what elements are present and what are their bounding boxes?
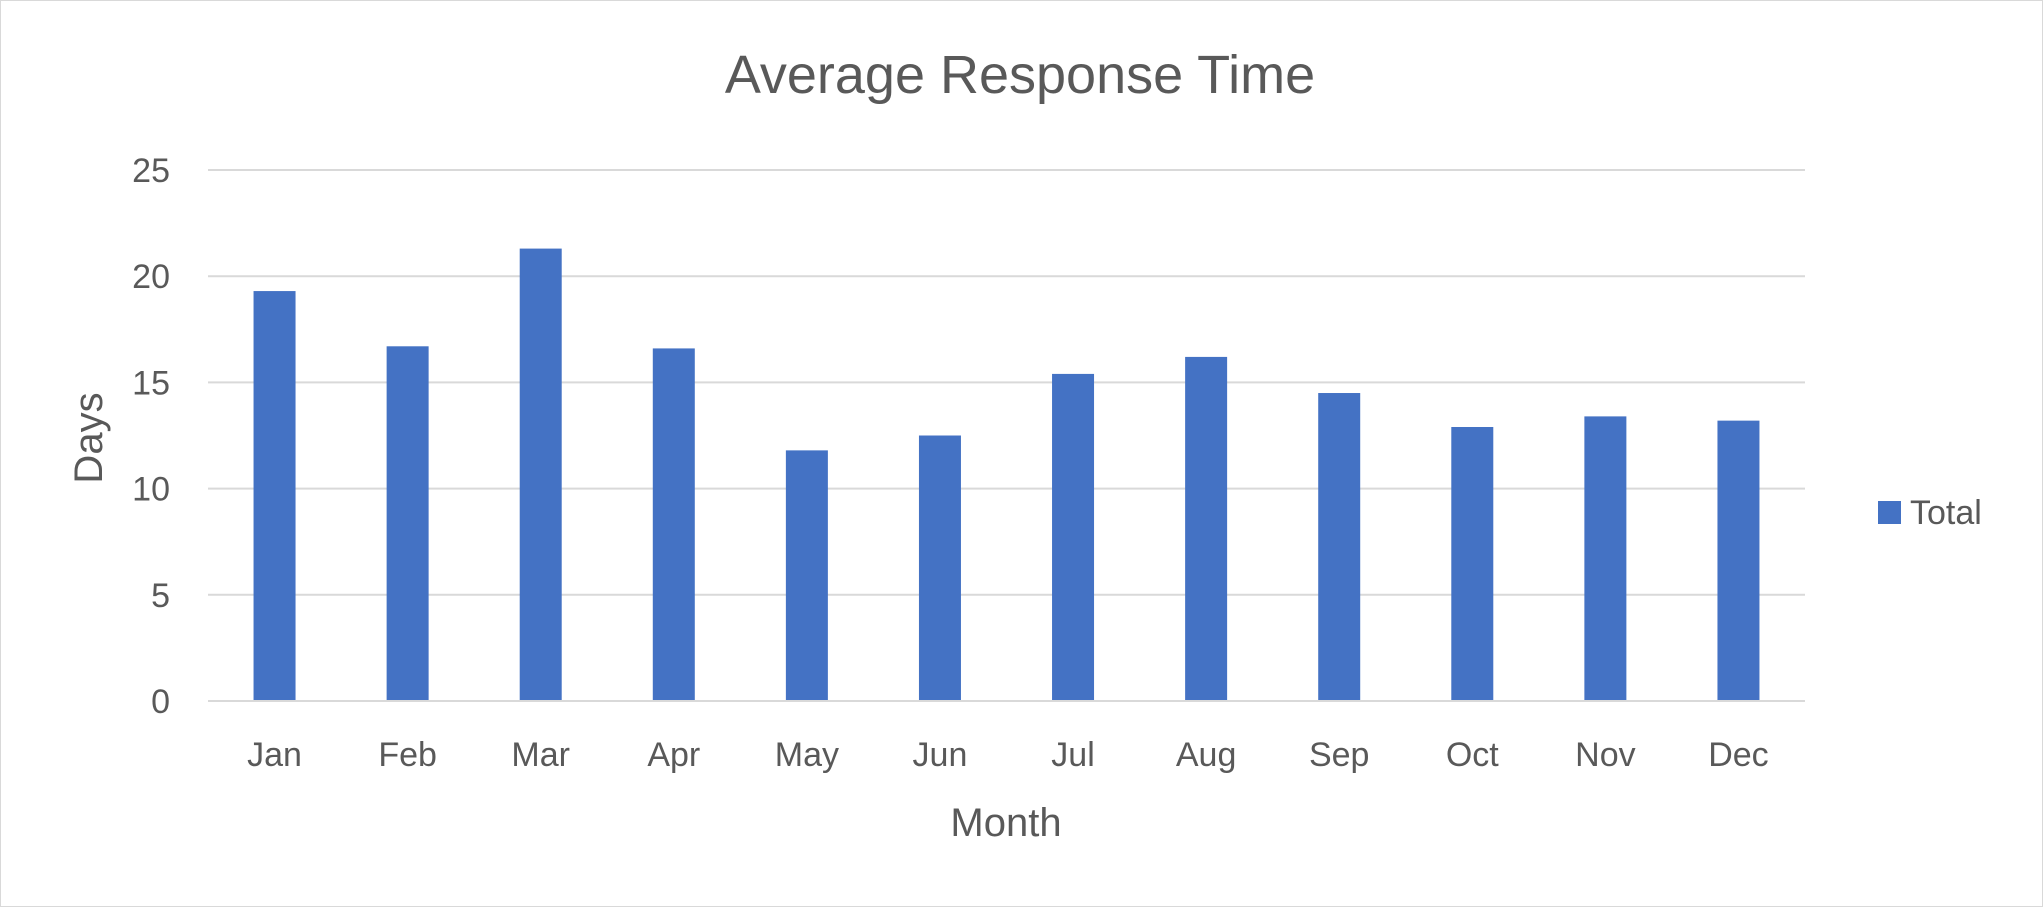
x-tick-label-mar: Mar <box>511 736 570 774</box>
x-axis-ticks: Jan Feb Mar Apr May Jun Jul Aug Sep Oct Nov Dec <box>208 700 1805 774</box>
bar-aug <box>1185 356 1228 701</box>
bar-jun <box>918 435 961 701</box>
legend-label-total: Total <box>1910 494 1982 532</box>
x-tick-label-may: May <box>775 736 839 774</box>
x-tick-label-apr: Apr <box>647 736 700 774</box>
y-tick-label: 5 <box>151 577 170 615</box>
legend-swatch-total <box>1878 501 1901 524</box>
x-tick-label-oct: Oct <box>1446 736 1499 774</box>
y-tick-label: 10 <box>132 471 170 509</box>
bar-apr <box>652 348 695 701</box>
bar-mar <box>519 248 562 701</box>
bar-sep <box>1318 393 1361 701</box>
x-tick-label-aug: Aug <box>1176 736 1237 774</box>
bar-may <box>785 450 828 701</box>
bar-dec <box>1717 420 1760 701</box>
x-tick-label-dec: Dec <box>1708 736 1768 774</box>
y-tick-label: 0 <box>151 683 170 721</box>
x-tick-label-nov: Nov <box>1575 736 1635 774</box>
y-axis-title: Days <box>67 392 111 483</box>
bar-series <box>253 248 1760 701</box>
y-tick-label: 15 <box>132 364 170 402</box>
x-tick-label-jan: Jan <box>247 736 302 774</box>
chart-title: Average Response Time <box>725 45 1315 105</box>
bar-jul <box>1052 373 1095 701</box>
gridlines <box>208 169 1805 702</box>
x-tick-label-jul: Jul <box>1051 736 1094 774</box>
y-tick-label: 20 <box>132 258 170 296</box>
x-tick-label-feb: Feb <box>378 736 437 774</box>
x-tick-label-sep: Sep <box>1309 736 1370 774</box>
y-tick-label: 25 <box>132 152 170 190</box>
x-axis-title: Month <box>950 801 1061 845</box>
x-tick-label-jun: Jun <box>913 736 968 774</box>
bar-feb <box>386 346 429 701</box>
y-axis-ticks: 0 5 10 15 20 25 <box>132 152 170 721</box>
bar-nov <box>1584 416 1627 701</box>
bar-oct <box>1451 427 1494 701</box>
legend: Total <box>1878 494 1982 532</box>
bar-jan <box>253 291 296 701</box>
